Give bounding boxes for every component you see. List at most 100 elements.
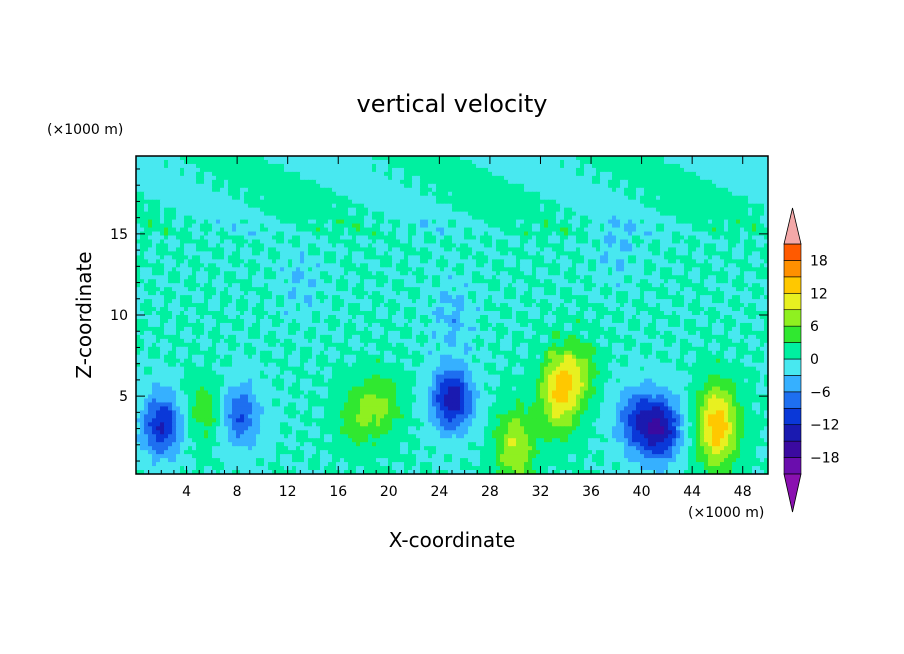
field-cell (364, 267, 369, 272)
field-cell (176, 279, 181, 284)
field-cell (448, 259, 453, 264)
field-cell (208, 183, 213, 189)
field-cell (208, 267, 213, 272)
field-cell (136, 243, 141, 249)
field-cell (404, 203, 409, 209)
field-cell (620, 223, 625, 229)
field-cell (352, 167, 357, 173)
field-cell (356, 227, 361, 233)
field-cell (536, 235, 541, 241)
field-cell (764, 223, 768, 229)
field-cell (196, 247, 201, 252)
field-cell (284, 199, 289, 205)
field-cell (636, 263, 641, 268)
field-cell (664, 211, 669, 217)
field-cell (472, 219, 477, 225)
field-cell (756, 235, 761, 241)
field-cell (732, 156, 737, 161)
field-cell (188, 199, 193, 205)
field-cell (604, 207, 609, 213)
field-cell (396, 243, 401, 249)
field-cell (268, 207, 273, 213)
field-cell (496, 207, 501, 213)
field-cell (740, 267, 745, 272)
field-cell (168, 215, 173, 221)
field-cell (160, 191, 165, 197)
field-cell (488, 251, 493, 256)
field-cell (560, 255, 565, 260)
field-cell (460, 159, 465, 165)
field-cell (552, 187, 557, 193)
field-cell (204, 171, 209, 177)
field-cell (240, 163, 245, 169)
field-cell (284, 235, 289, 241)
field-cell (600, 199, 605, 205)
field-cell (508, 215, 513, 221)
field-cell (696, 227, 701, 233)
field-cell (400, 215, 405, 221)
field-cell (492, 247, 497, 252)
field-cell (492, 267, 497, 272)
field-cell (456, 259, 461, 264)
field-cell (348, 279, 353, 284)
field-cell (252, 215, 257, 221)
field-cell (564, 163, 569, 169)
field-cell (456, 267, 461, 272)
field-cell (500, 215, 505, 221)
field-cell (420, 179, 425, 185)
field-cell (580, 159, 585, 165)
field-cell (632, 183, 637, 189)
field-cell (556, 163, 561, 169)
field-cell (432, 259, 437, 264)
field-cell (628, 235, 633, 241)
field-cell (648, 203, 653, 209)
field-cell (328, 207, 333, 213)
field-cell (268, 243, 273, 249)
field-cell (444, 227, 449, 233)
field-cell (692, 235, 697, 241)
field-cell (736, 179, 741, 185)
field-cell (752, 187, 757, 193)
field-cell (524, 183, 529, 189)
field-cell (564, 203, 569, 209)
field-cell (280, 243, 285, 249)
field-cell (276, 163, 281, 169)
field-cell (428, 183, 433, 189)
field-cell (308, 159, 313, 165)
field-cell (680, 223, 685, 229)
field-cell (736, 243, 741, 249)
field-cell (416, 203, 421, 209)
field-cell (188, 259, 193, 264)
field-cell (144, 219, 149, 225)
field-cell (568, 251, 573, 256)
field-cell (456, 187, 461, 193)
field-cell (444, 263, 449, 268)
field-cell (376, 251, 381, 256)
field-cell (292, 219, 297, 225)
field-cell (360, 156, 365, 161)
field-cell (220, 235, 225, 241)
field-cell (588, 259, 593, 264)
field-cell (348, 187, 353, 193)
field-cell (280, 175, 285, 181)
field-cell (216, 263, 221, 268)
field-cell (176, 215, 181, 221)
field-cell (676, 195, 681, 201)
field-cell (748, 175, 753, 181)
field-cell (376, 279, 381, 284)
field-cell (288, 279, 293, 284)
field-cell (388, 195, 393, 201)
field-cell (608, 171, 613, 177)
field-cell (344, 255, 349, 260)
field-cell (136, 219, 141, 225)
field-cell (580, 199, 585, 205)
field-cell (612, 263, 617, 268)
field-cell (384, 179, 389, 185)
field-cell (476, 271, 481, 276)
field-cell (472, 279, 477, 284)
field-cell (744, 235, 749, 241)
field-cell (664, 159, 669, 165)
field-cell (276, 187, 281, 193)
field-cell (672, 211, 677, 217)
field-cell (652, 223, 657, 229)
